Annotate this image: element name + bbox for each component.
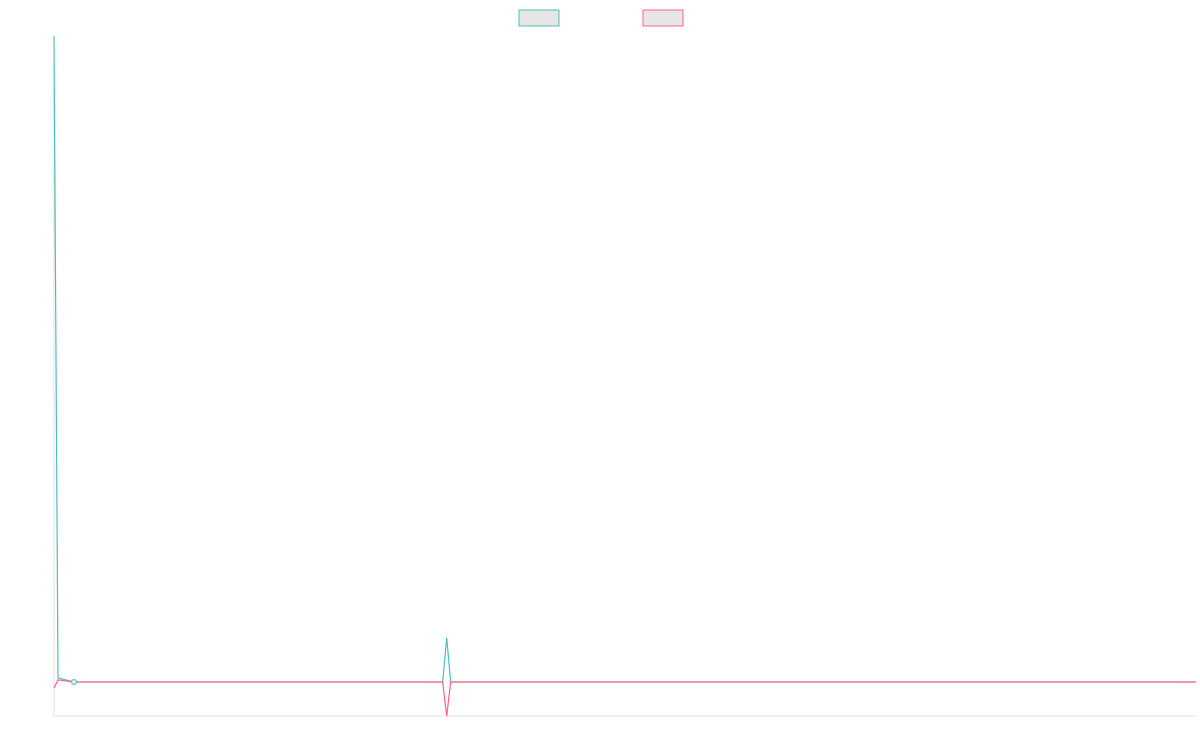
series-line [53, 679, 1196, 717]
point-marker [71, 679, 78, 685]
legend-swatch[interactable] [642, 9, 684, 27]
legend-swatch[interactable] [518, 9, 560, 27]
series-line [53, 35, 1196, 683]
